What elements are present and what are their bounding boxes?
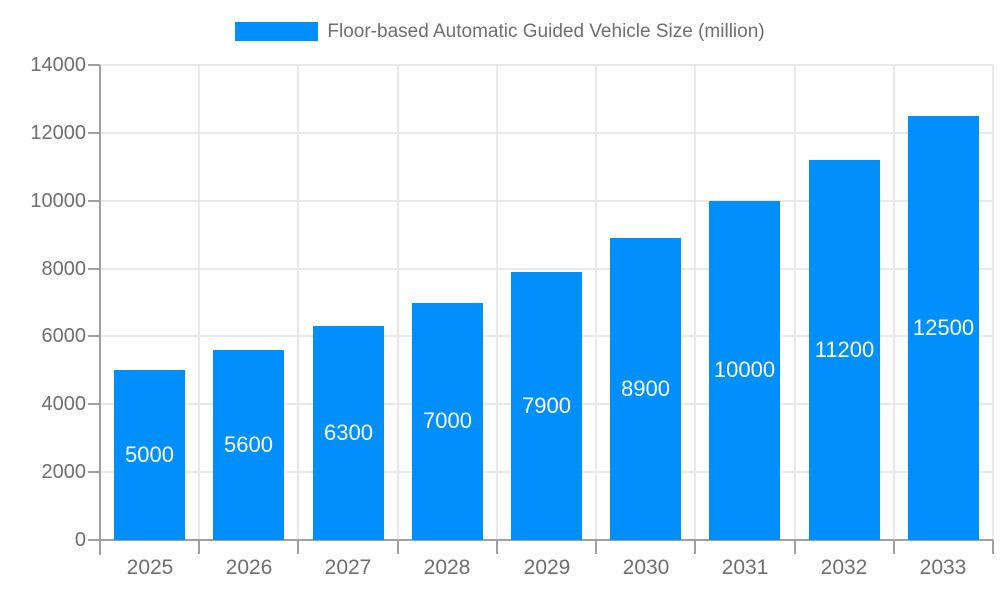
x-axis-label: 2025 [126, 556, 174, 579]
bar-value-label: 5000 [125, 442, 174, 468]
y-axis-label: 4000 [41, 393, 87, 416]
x-tick-mark [793, 540, 796, 554]
bar-value-label: 7900 [522, 392, 571, 418]
y-tick-mark [88, 335, 100, 338]
x-gridline [595, 65, 598, 540]
x-axis-label: 2026 [225, 556, 273, 579]
bar: 7000 [412, 302, 483, 540]
bar: 5600 [213, 350, 284, 540]
bar-value-label: 8900 [621, 376, 670, 401]
x-tick-mark [495, 540, 498, 554]
bar-value-label: 6300 [324, 420, 373, 446]
y-axis-label: 10000 [30, 189, 86, 212]
x-axis-label: 2027 [324, 556, 372, 579]
x-gridline [892, 65, 895, 540]
x-axis-label: 2033 [919, 556, 967, 579]
y-tick-mark [88, 267, 100, 270]
x-gridline [694, 65, 697, 540]
x-axis-label: 2028 [423, 556, 471, 579]
bar-value-label: 11200 [814, 337, 875, 362]
y-gridline [100, 199, 993, 202]
x-gridline [495, 65, 498, 540]
y-gridline [100, 267, 993, 270]
bar: 5000 [114, 370, 185, 540]
legend-label: Floor-based Automatic Guided Vehicle Siz… [327, 21, 765, 42]
bar: 10000 [709, 200, 780, 540]
bar: 12500 [908, 115, 979, 540]
bar-value-label: 10000 [713, 357, 776, 383]
x-gridline [297, 65, 300, 540]
x-tick-mark [992, 540, 994, 554]
x-axis-line [100, 539, 993, 541]
y-axis-label: 12000 [30, 121, 86, 144]
x-tick-mark [198, 540, 201, 554]
x-axis-label: 2032 [820, 556, 868, 579]
legend-item[interactable]: Floor-based Automatic Guided Vehicle Siz… [0, 22, 1000, 41]
y-tick-mark [88, 131, 100, 134]
x-axis-label: 2031 [721, 556, 769, 579]
x-tick-mark [892, 540, 895, 554]
x-axis-label: 2029 [523, 556, 571, 579]
y-gridline [100, 64, 993, 66]
x-gridline [198, 65, 201, 540]
bar: 8900 [610, 238, 681, 540]
x-tick-mark [694, 540, 697, 554]
x-gridline [992, 65, 994, 540]
x-tick-mark [595, 540, 598, 554]
y-tick-mark [88, 64, 100, 66]
legend-swatch [235, 22, 319, 41]
y-tick-mark [88, 199, 100, 202]
x-axis-label: 2030 [622, 556, 670, 579]
y-tick-mark [88, 403, 100, 406]
y-gridline [100, 131, 993, 134]
y-axis-label: 2000 [41, 461, 87, 484]
x-tick-mark [396, 540, 399, 554]
x-tick-mark [297, 540, 300, 554]
y-axis-label: 0 [74, 529, 86, 551]
x-gridline [793, 65, 796, 540]
bar: 7900 [511, 271, 582, 540]
bar-value-label: 12500 [912, 314, 975, 340]
y-axis-line [99, 65, 101, 555]
bar: 6300 [313, 326, 384, 540]
y-tick-mark [88, 539, 100, 541]
y-axis-label: 8000 [41, 257, 87, 280]
bar-value-label: 7000 [423, 408, 472, 434]
x-gridline [396, 65, 399, 540]
y-tick-mark [88, 471, 100, 474]
bar-value-label: 5600 [224, 432, 273, 457]
bar: 11200 [809, 160, 880, 540]
y-axis-label: 6000 [41, 325, 87, 348]
y-axis-label: 14000 [30, 54, 86, 76]
